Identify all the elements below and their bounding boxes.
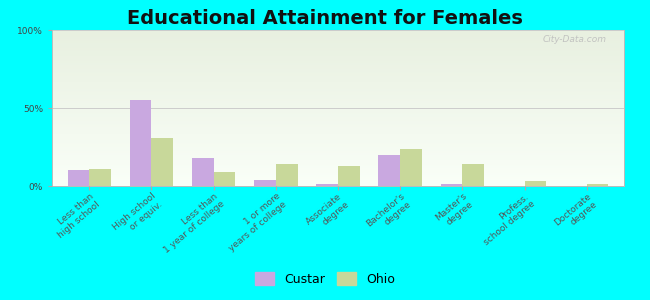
Bar (338, 166, 359, 186)
Bar (378, 155, 400, 186)
Bar (89, 169, 111, 186)
Bar (525, 181, 546, 186)
Bar (441, 184, 462, 186)
Bar (130, 100, 151, 186)
Bar (462, 164, 484, 186)
Legend: Custar, Ohio: Custar, Ohio (250, 267, 400, 291)
Bar (151, 138, 174, 186)
Bar (276, 164, 298, 186)
Bar (317, 184, 338, 186)
Text: City-Data.com: City-Data.com (543, 35, 607, 44)
Bar (192, 158, 214, 186)
Bar (587, 184, 608, 186)
Bar (400, 148, 422, 186)
Bar (254, 180, 276, 186)
Text: Educational Attainment for Females: Educational Attainment for Females (127, 9, 523, 28)
Bar (214, 172, 235, 186)
Bar (68, 170, 89, 186)
